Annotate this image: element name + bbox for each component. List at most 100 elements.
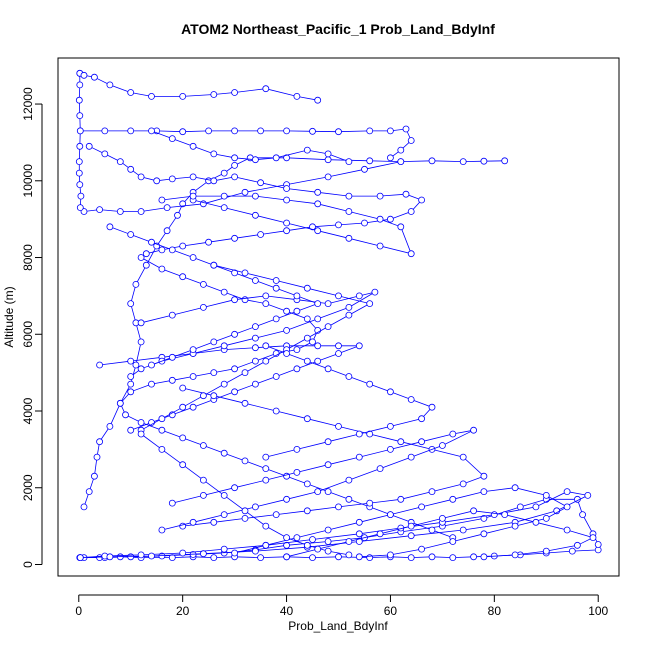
data-point <box>428 553 436 561</box>
data-point <box>251 380 259 388</box>
series-line <box>78 73 401 212</box>
data-point <box>262 522 270 530</box>
data-point <box>168 246 176 254</box>
data-point <box>386 154 394 162</box>
data-point <box>366 499 374 507</box>
x-tick-label: 80 <box>488 604 502 618</box>
data-point <box>293 346 301 354</box>
y-axis: 0 2000 4000 6000 8000 10000 12000 <box>21 87 43 568</box>
data-point <box>324 323 332 331</box>
data-point <box>480 515 488 522</box>
data-point <box>314 96 322 104</box>
data-point <box>563 503 571 511</box>
data-point <box>314 315 322 323</box>
data-point <box>241 515 249 522</box>
data-point <box>189 373 197 380</box>
data-point <box>459 453 467 461</box>
data-point <box>262 357 270 365</box>
data-point <box>335 503 342 511</box>
data-point <box>355 430 363 438</box>
data-point <box>168 499 176 507</box>
data-point <box>407 250 415 258</box>
data-point <box>163 204 171 212</box>
data-point <box>241 369 249 377</box>
data-point <box>262 300 270 308</box>
data-point <box>579 511 586 518</box>
data-point <box>335 221 342 229</box>
data-point <box>251 156 259 164</box>
x-tick-label: 100 <box>588 604 608 618</box>
data-point <box>386 445 394 453</box>
data-point <box>542 515 550 522</box>
data-point <box>257 554 265 561</box>
data-point <box>293 93 301 100</box>
data-point <box>303 415 311 423</box>
data-point <box>231 388 239 396</box>
data-point <box>397 438 405 446</box>
data-point <box>303 541 311 549</box>
data-point <box>241 269 249 277</box>
data-point <box>314 300 322 308</box>
data-point <box>293 468 301 476</box>
data-point <box>210 369 218 377</box>
data-point <box>438 515 446 522</box>
data-point <box>314 342 322 350</box>
data-point <box>231 330 239 338</box>
data-point <box>127 127 135 135</box>
data-point <box>199 491 207 499</box>
data-point <box>345 476 353 484</box>
data-point <box>345 551 353 559</box>
data-point <box>407 208 415 215</box>
data-point <box>335 350 342 357</box>
data-point <box>283 553 291 561</box>
data-point <box>283 541 291 549</box>
data-point <box>75 96 83 104</box>
y-tick-label: 0 <box>21 561 35 568</box>
data-point <box>272 373 280 380</box>
data-point <box>345 208 353 215</box>
data-point <box>283 196 291 204</box>
data-point <box>137 254 145 261</box>
data-point <box>205 127 213 135</box>
data-point <box>231 484 239 492</box>
data-point <box>262 453 270 461</box>
data-point <box>366 127 374 135</box>
data-point <box>241 296 249 304</box>
data-point <box>257 231 265 238</box>
data-point <box>303 480 311 488</box>
data-point <box>366 380 374 388</box>
plot-frame <box>57 57 620 577</box>
series-line <box>79 72 318 101</box>
data-point <box>361 165 368 173</box>
data-point <box>251 503 259 511</box>
data-point <box>220 449 228 457</box>
data-point <box>220 342 228 350</box>
series-line <box>265 345 433 458</box>
data-point <box>262 85 270 93</box>
y-tick-label: 8000 <box>21 244 35 271</box>
data-point <box>231 173 239 181</box>
data-point <box>480 488 488 496</box>
series-line <box>99 345 360 431</box>
data-point <box>345 234 353 242</box>
data-point <box>324 488 332 496</box>
data-point <box>179 128 187 136</box>
data-point <box>407 554 415 561</box>
data-point <box>251 547 259 555</box>
data-point <box>142 261 150 269</box>
data-point <box>324 150 332 158</box>
data-point <box>402 190 410 198</box>
data-point <box>324 538 332 545</box>
data-point <box>148 238 155 246</box>
data-point <box>272 277 280 284</box>
data-point <box>76 81 84 89</box>
data-point <box>137 338 145 346</box>
data-point <box>303 284 311 292</box>
data-point <box>272 407 280 415</box>
data-point <box>210 392 218 400</box>
data-point <box>158 246 166 254</box>
data-point <box>574 541 581 549</box>
data-point <box>272 511 280 518</box>
data-point <box>324 438 332 446</box>
data-point <box>428 526 436 534</box>
